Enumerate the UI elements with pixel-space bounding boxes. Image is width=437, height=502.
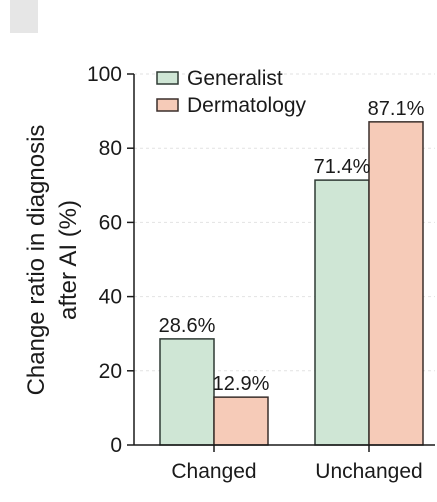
y-tick-label: 40 (99, 286, 122, 309)
axes: 0 20 40 60 80 100 Changed Unchanged (87, 63, 435, 483)
y-tick-label: 80 (99, 137, 122, 160)
bar-dermatology-unchanged (368, 121, 424, 446)
x-tick-label: Changed (171, 460, 256, 483)
y-tick-label: 0 (110, 434, 122, 457)
y-axis-title-line2: after AI (%) (55, 200, 82, 320)
legend-swatch (156, 71, 179, 85)
legend-swatch (156, 98, 179, 112)
legend-label: Generalist (187, 67, 283, 90)
legend-label: Dermatology (187, 94, 307, 117)
bar-generalist-changed (159, 338, 215, 446)
data-label: 71.4% (314, 156, 371, 178)
data-label: 87.1% (368, 98, 425, 120)
panel-tab-marker (10, 0, 38, 33)
data-label: 12.9% (213, 373, 270, 395)
y-axis-title-line1: Change ratio in diagnosis (23, 125, 50, 396)
y-tick-label: 20 (99, 360, 122, 383)
bar-generalist-unchanged (314, 179, 370, 446)
data-label: 28.6% (159, 315, 216, 337)
legend: Generalist Dermatology (156, 67, 307, 117)
data-labels: 28.6% 12.9% 71.4% 87.1% (159, 98, 425, 395)
y-tick-label: 60 (99, 211, 122, 234)
bars-group (159, 121, 424, 446)
bar-dermatology-changed (213, 396, 269, 446)
x-tick-label: Unchanged (315, 460, 422, 483)
y-tick-label: 100 (87, 63, 122, 86)
